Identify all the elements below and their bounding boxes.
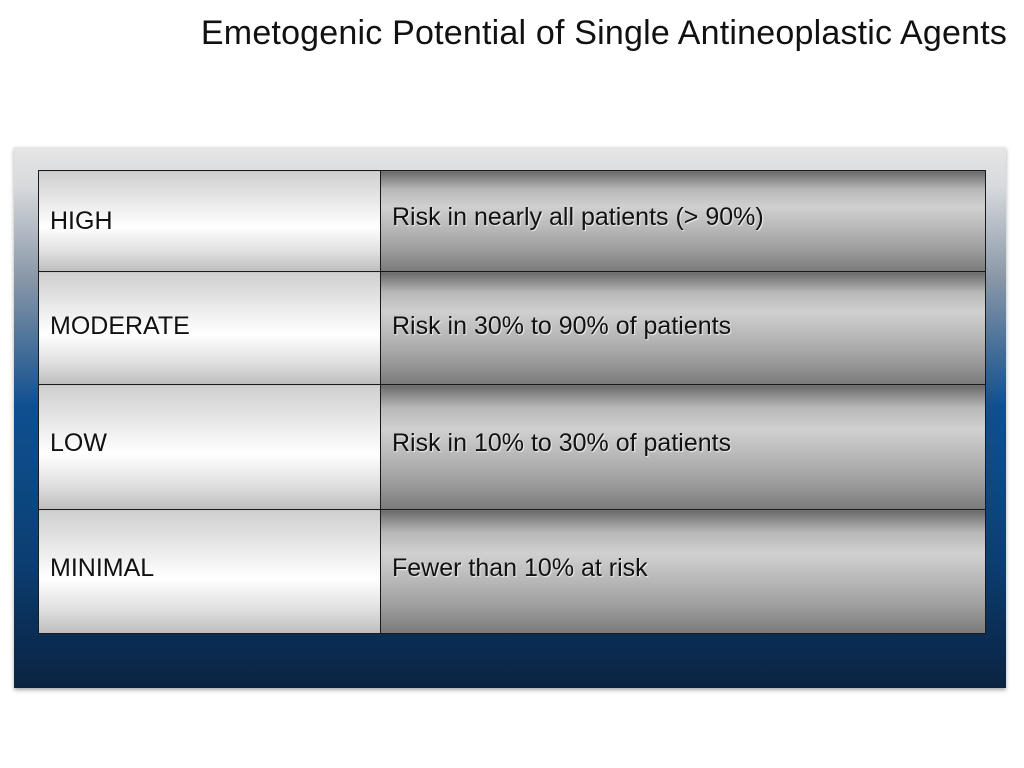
risk-description: Risk in nearly all patients (> 90%) bbox=[392, 203, 764, 231]
level-label: MODERATE bbox=[50, 312, 190, 340]
level-cell: MINIMAL bbox=[38, 509, 381, 634]
risk-description: Risk in 10% to 30% of patients bbox=[392, 429, 732, 457]
risk-cell: Fewer than 10% at risk bbox=[380, 509, 986, 634]
risk-cell: Risk in 30% to 90% of patients bbox=[380, 271, 986, 385]
table-row-moderate: MODERATE Risk in 30% to 90% of patients bbox=[38, 271, 986, 385]
level-cell: MODERATE bbox=[38, 271, 381, 385]
table-row-minimal: MINIMAL Fewer than 10% at risk bbox=[38, 509, 986, 634]
risk-cell: Risk in nearly all patients (> 90%) bbox=[380, 170, 986, 272]
risk-cell: Risk in 10% to 30% of patients bbox=[380, 384, 986, 510]
risk-description: Fewer than 10% at risk bbox=[392, 554, 648, 582]
level-cell: HIGH bbox=[38, 170, 381, 272]
level-label: HIGH bbox=[50, 207, 113, 235]
table-row-high: HIGH Risk in nearly all patients (> 90%) bbox=[38, 170, 986, 272]
slide-title: Emetogenic Potential of Single Antineopl… bbox=[200, 14, 1008, 52]
level-label: MINIMAL bbox=[50, 554, 155, 582]
level-cell: LOW bbox=[38, 384, 381, 510]
table-row-low: LOW Risk in 10% to 30% of patients bbox=[38, 384, 986, 510]
level-label: LOW bbox=[50, 429, 107, 457]
risk-description: Risk in 30% to 90% of patients bbox=[392, 312, 732, 340]
emetogenic-risk-table: HIGH Risk in nearly all patients (> 90%)… bbox=[38, 170, 986, 634]
